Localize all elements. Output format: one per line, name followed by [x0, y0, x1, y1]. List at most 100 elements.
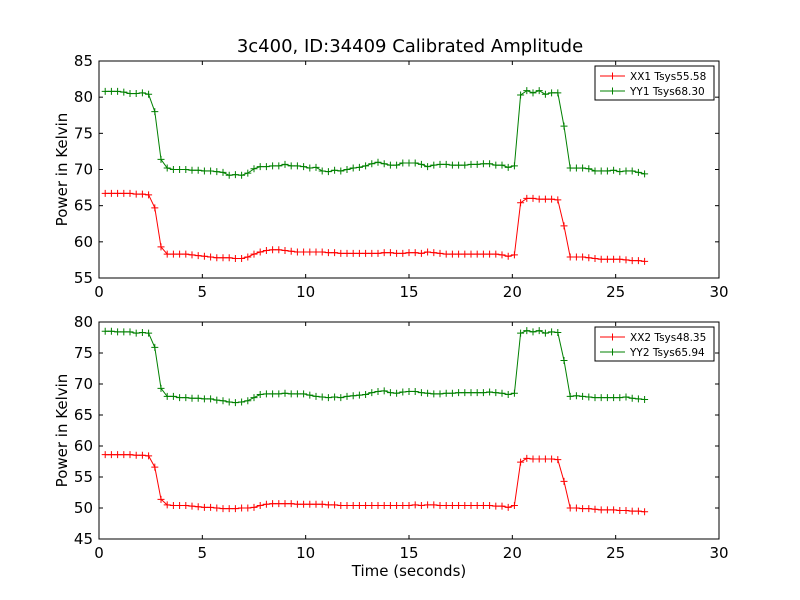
data-point — [169, 166, 177, 173]
data-point — [628, 394, 636, 402]
data-point — [424, 163, 432, 171]
data-point — [349, 502, 357, 510]
data-point — [479, 389, 487, 397]
data-point — [430, 390, 438, 398]
data-point — [256, 391, 264, 399]
data-point — [324, 394, 332, 402]
data-point — [517, 329, 525, 337]
data-point — [504, 252, 512, 260]
data-point — [455, 502, 463, 510]
data-point — [448, 161, 456, 169]
data-point — [132, 90, 140, 98]
data-point — [169, 502, 177, 510]
data-point — [250, 250, 258, 258]
data-point — [492, 161, 500, 169]
data-point — [362, 391, 370, 399]
x-tick-label: 20 — [503, 544, 522, 562]
data-point — [405, 159, 413, 167]
data-point — [138, 89, 146, 97]
data-point — [262, 500, 270, 508]
data-point — [479, 250, 487, 258]
legend-marker — [609, 87, 616, 95]
y-tick-label: 60 — [74, 437, 93, 455]
data-point — [337, 167, 345, 175]
data-point — [138, 451, 146, 459]
legend-marker — [609, 348, 616, 356]
data-point — [641, 396, 649, 403]
data-point — [269, 162, 277, 170]
data-point — [355, 163, 363, 171]
data-point — [231, 505, 239, 513]
data-point — [517, 91, 525, 99]
data-point — [200, 167, 208, 175]
data-point — [393, 249, 401, 257]
data-point — [287, 162, 295, 170]
data-point — [610, 506, 618, 514]
data-point — [405, 249, 413, 257]
y-tick-label: 60 — [74, 233, 93, 251]
data-point — [362, 249, 370, 257]
x-tick-label: 0 — [94, 544, 104, 562]
data-point — [337, 502, 345, 510]
data-point — [331, 166, 339, 174]
data-point — [182, 502, 190, 510]
data-point — [641, 508, 649, 516]
data-point — [225, 505, 233, 513]
data-point — [579, 505, 587, 513]
data-point — [126, 328, 134, 336]
data-point — [132, 190, 140, 198]
data-point — [287, 500, 295, 508]
data-point — [579, 392, 587, 400]
data-point — [151, 343, 159, 351]
data-point — [492, 502, 500, 510]
data-point — [145, 329, 153, 337]
data-point — [560, 477, 568, 485]
data-point — [207, 395, 215, 403]
data-point — [293, 390, 301, 398]
x-tick-label: 15 — [399, 283, 418, 301]
data-point — [411, 159, 419, 167]
x-tick-label: 10 — [296, 283, 315, 301]
y-axis-label: Power in Kelvin — [53, 113, 71, 227]
data-point — [312, 392, 320, 400]
data-point — [634, 507, 642, 515]
data-point — [504, 163, 512, 171]
data-point — [554, 89, 562, 97]
data-point — [455, 161, 463, 169]
data-point — [157, 495, 165, 503]
data-point — [541, 455, 549, 463]
data-point — [405, 387, 413, 395]
data-point — [455, 250, 463, 258]
data-point — [486, 502, 494, 510]
data-point — [244, 504, 252, 512]
data-point — [343, 249, 351, 257]
data-point — [374, 502, 382, 510]
data-point — [101, 87, 109, 95]
data-point — [312, 248, 320, 256]
data-point — [610, 166, 618, 174]
data-point — [523, 454, 531, 462]
data-point — [510, 162, 518, 170]
data-point — [473, 250, 481, 258]
data-point — [467, 502, 475, 510]
data-point — [269, 390, 277, 398]
data-point — [194, 166, 202, 174]
data-point — [566, 392, 574, 400]
data-point — [417, 249, 425, 257]
y-tick-label: 80 — [74, 88, 93, 106]
data-point — [101, 189, 109, 197]
data-point — [275, 500, 283, 508]
data-point — [281, 247, 289, 255]
data-point — [417, 160, 425, 168]
legend-entry: YY1 Tsys68.30 — [629, 86, 705, 98]
data-point — [244, 397, 252, 405]
data-point — [238, 254, 246, 262]
data-point — [331, 501, 339, 509]
data-point — [510, 389, 518, 397]
y-tick-label: 45 — [74, 530, 93, 548]
x-tick-label: 30 — [709, 544, 728, 562]
data-point — [343, 166, 351, 173]
data-point — [535, 87, 543, 95]
data-point — [324, 168, 332, 176]
data-point — [331, 249, 339, 257]
